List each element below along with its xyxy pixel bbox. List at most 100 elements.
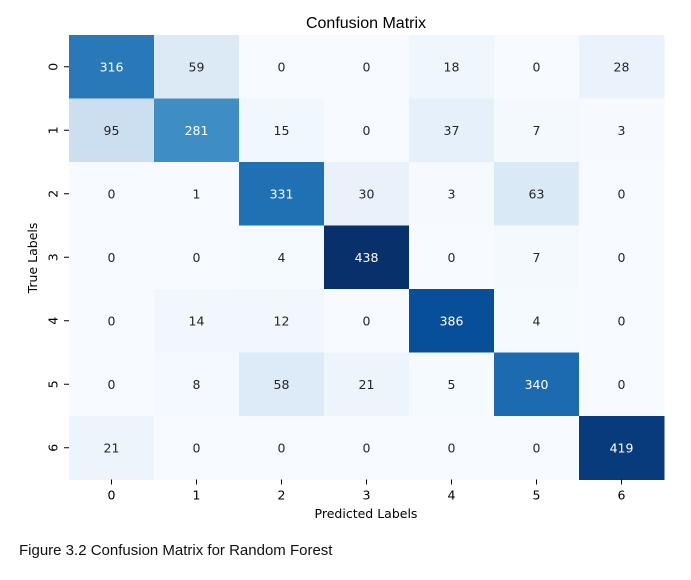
cell-value-r6-c5: 0 (533, 440, 541, 455)
x-tick-label-0: 0 (108, 488, 116, 503)
heatmap-cell-r5-c3 (324, 352, 410, 417)
x-axis-label: Predicted Labels (315, 506, 418, 521)
cell-value-r4-c0: 0 (108, 313, 116, 328)
y-tick-label-0: 0 (46, 63, 61, 71)
heatmap-cell-r0-c6 (579, 35, 665, 99)
cell-value-r0-c6: 28 (614, 59, 630, 74)
cell-value-r1-c1: 281 (185, 123, 209, 138)
y-tick-label-5: 5 (46, 380, 61, 388)
cell-value-r5-c0: 0 (108, 377, 116, 392)
heatmap-cell-r2-c1 (154, 162, 240, 226)
heatmap-cell-r0-c2 (239, 35, 325, 99)
cell-value-r3-c3: 438 (355, 250, 379, 265)
x-tick-label-2: 2 (278, 488, 286, 503)
heatmap-cell-r6-c5 (494, 416, 580, 480)
cell-value-r2-c2: 331 (270, 186, 294, 201)
cell-value-r6-c3: 0 (363, 440, 371, 455)
cell-value-r5-c2: 58 (274, 377, 290, 392)
heatmap-cell-r3-c0 (69, 225, 155, 290)
heatmap-cell-r5-c2 (239, 352, 325, 417)
heatmap-cell-r1-c6 (579, 98, 665, 163)
y-tick-label-1: 1 (46, 126, 61, 134)
heatmap-cell-r4-c0 (69, 289, 155, 353)
heatmap-cell-r1-c5 (494, 98, 580, 163)
cell-value-r4-c4: 386 (440, 313, 464, 328)
chart-title: Confusion Matrix (306, 15, 426, 32)
cell-value-r2-c6: 0 (618, 186, 626, 201)
cell-value-r1-c5: 7 (533, 123, 541, 138)
cell-value-r2-c3: 30 (359, 186, 375, 201)
x-axis-ticks: 0 1 2 3 4 5 6 (108, 479, 626, 503)
heatmap-cell-r3-c5 (494, 225, 580, 290)
cell-value-r5-c4: 5 (448, 377, 456, 392)
heatmap-cell-r6-c6 (579, 416, 665, 480)
cell-value-r6-c4: 0 (448, 440, 456, 455)
cell-value-r5-c3: 21 (359, 377, 375, 392)
x-tick-label-5: 5 (533, 488, 541, 503)
heatmap-cell-r4-c6 (579, 289, 665, 353)
heatmap-cell-r6-c0 (69, 416, 155, 480)
heatmap-cell-r3-c2 (239, 225, 325, 290)
cell-value-r3-c1: 0 (193, 250, 201, 265)
heatmap-cell-r1-c2 (239, 98, 325, 163)
cell-value-r3-c0: 0 (108, 250, 116, 265)
heatmap-cell-r6-c4 (409, 416, 495, 480)
cell-value-r0-c2: 0 (278, 59, 286, 74)
cell-value-r1-c6: 3 (618, 123, 626, 138)
heatmap-cell-r3-c4 (409, 225, 495, 290)
cell-value-r0-c5: 0 (533, 59, 541, 74)
heatmap-cell-r4-c3 (324, 289, 410, 353)
x-tick-label-4: 4 (448, 488, 456, 503)
cell-value-r3-c2: 4 (278, 250, 286, 265)
heatmap-cell-r5-c1 (154, 352, 240, 417)
heatmap-cell-r5-c6 (579, 352, 665, 417)
heatmap-cell-r3-c1 (154, 225, 240, 290)
heatmap-cell-r0-c4 (409, 35, 495, 99)
heatmap-cell-r2-c5 (494, 162, 580, 226)
heatmap-cell-r0-c5 (494, 35, 580, 99)
heatmap-cell-r1-c0 (69, 98, 155, 163)
cell-value-r5-c6: 0 (618, 377, 626, 392)
cell-value-r3-c5: 7 (533, 250, 541, 265)
cell-value-r5-c1: 8 (193, 377, 201, 392)
x-tick-label-1: 1 (193, 488, 201, 503)
cell-value-r3-c6: 0 (618, 250, 626, 265)
cell-value-r1-c0: 95 (104, 123, 120, 138)
cell-value-r6-c1: 0 (193, 440, 201, 455)
heatmap-cell-r2-c6 (579, 162, 665, 226)
heatmap-cell-r3-c3 (324, 225, 410, 290)
cell-value-r4-c1: 14 (189, 313, 205, 328)
heatmap-cell-r2-c4 (409, 162, 495, 226)
heatmap-cell-r2-c2 (239, 162, 325, 226)
y-tick-label-6: 6 (46, 444, 61, 452)
heatmap-cell-r4-c2 (239, 289, 325, 353)
cell-value-r6-c0: 21 (104, 440, 120, 455)
cell-value-r4-c6: 0 (618, 313, 626, 328)
heatmap-cell-r0-c3 (324, 35, 410, 99)
figure-caption: Figure 3.2 Confusion Matrix for Random F… (19, 542, 333, 559)
heatmap-cell-r2-c3 (324, 162, 410, 226)
heatmap-cell-r5-c4 (409, 352, 495, 417)
heatmap-cell-r6-c2 (239, 416, 325, 480)
heatmap-cell-r1-c3 (324, 98, 410, 163)
cell-value-r2-c5: 63 (529, 186, 545, 201)
cell-value-r0-c4: 18 (444, 59, 460, 74)
heatmap-cell-r4-c4 (409, 289, 495, 353)
heatmap-cell-r5-c5 (494, 352, 580, 417)
heatmap-cell-r5-c0 (69, 352, 155, 417)
y-tick-label-3: 3 (46, 253, 61, 261)
heatmap-cell-r3-c6 (579, 225, 665, 290)
heatmap-cell-r4-c1 (154, 289, 240, 353)
cell-value-r6-c6: 419 (610, 440, 634, 455)
y-axis-label: True Labels (25, 223, 40, 295)
x-tick-label-6: 6 (618, 488, 626, 503)
heatmap-cell-r0-c1 (154, 35, 240, 99)
y-axis-ticks: 0 1 2 3 4 5 6 (46, 63, 69, 452)
cell-value-r1-c4: 37 (444, 123, 460, 138)
cell-value-r6-c2: 0 (278, 440, 286, 455)
heatmap-cell-r0-c0 (69, 35, 155, 99)
cell-value-r4-c2: 12 (274, 313, 290, 328)
heatmap-cell-r4-c5 (494, 289, 580, 353)
